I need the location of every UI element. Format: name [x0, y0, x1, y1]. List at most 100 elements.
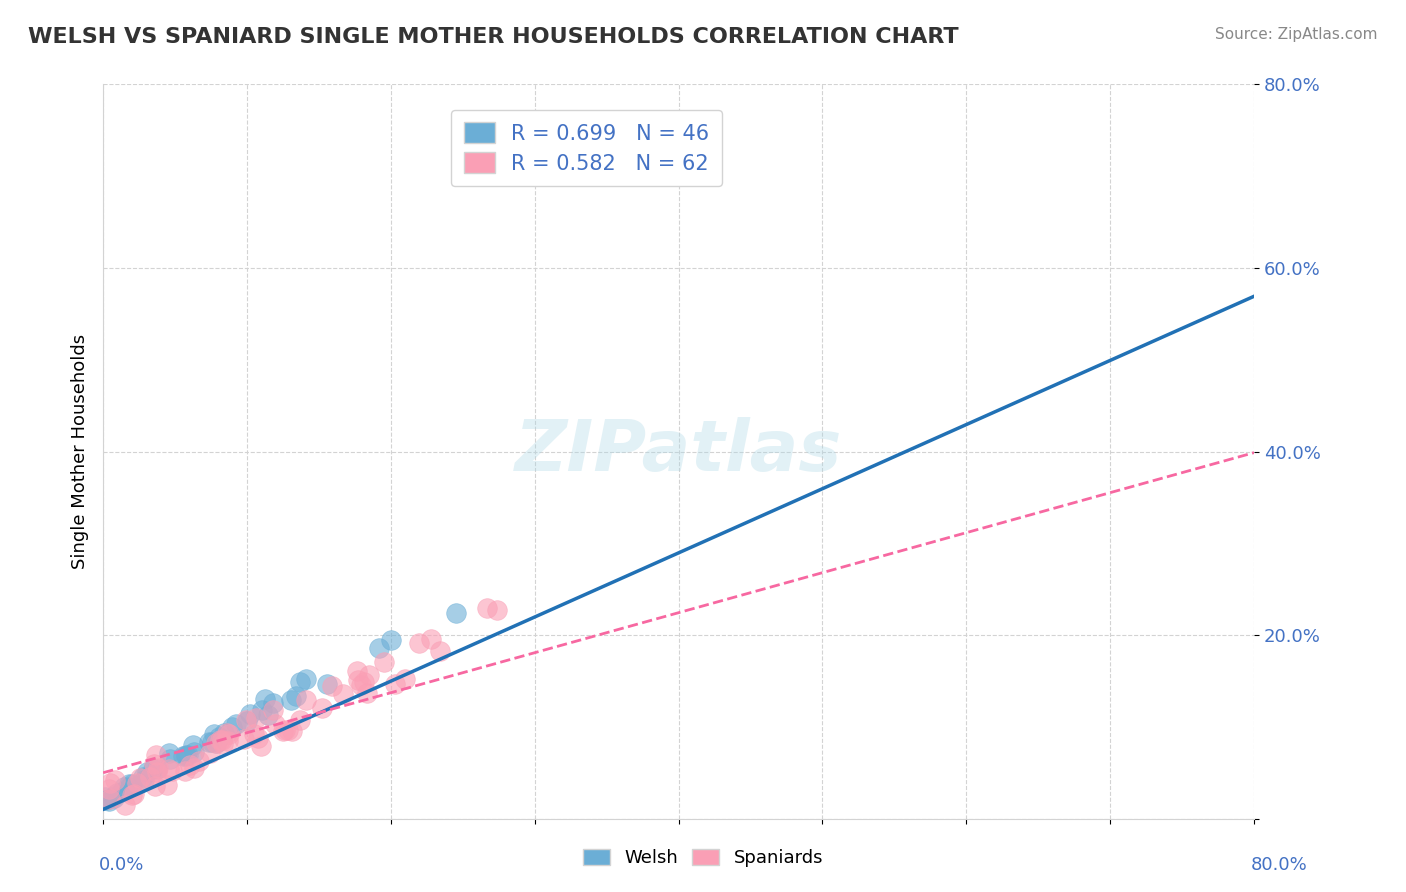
Point	[198, 746, 221, 760]
Point	[205, 736, 228, 750]
Point	[157, 762, 180, 776]
Point	[280, 693, 302, 707]
Point	[288, 713, 311, 727]
Point	[146, 761, 169, 775]
Point	[146, 764, 169, 779]
Point	[217, 734, 239, 748]
Legend: R = 0.699   N = 46, R = 0.582   N = 62: R = 0.699 N = 46, R = 0.582 N = 62	[451, 110, 723, 186]
Point	[118, 780, 141, 794]
Point	[367, 640, 389, 655]
Y-axis label: Single Mother Households: Single Mother Households	[72, 334, 89, 569]
Point	[187, 754, 209, 768]
Point	[245, 711, 267, 725]
Point	[103, 790, 125, 805]
Point	[295, 673, 318, 687]
Point	[264, 716, 287, 731]
Point	[347, 673, 370, 687]
Point	[262, 696, 284, 710]
Point	[174, 748, 197, 763]
Point	[198, 734, 221, 748]
Point	[121, 777, 143, 791]
Point	[221, 720, 243, 734]
Point	[408, 636, 430, 650]
Point	[156, 778, 179, 792]
Point	[247, 731, 270, 745]
Point	[98, 775, 121, 789]
Point	[284, 690, 307, 704]
Point	[174, 764, 197, 778]
Point	[609, 169, 631, 184]
Point	[239, 706, 262, 721]
Point	[332, 687, 354, 701]
Point	[359, 668, 381, 682]
Point	[429, 644, 451, 658]
Point	[159, 752, 181, 766]
Point	[280, 723, 302, 738]
Point	[174, 748, 197, 763]
Point	[143, 779, 166, 793]
Point	[420, 632, 443, 646]
Point	[208, 731, 231, 745]
Point	[218, 727, 240, 741]
Point	[110, 785, 132, 799]
Point	[350, 677, 373, 691]
Point	[145, 747, 167, 762]
Point	[215, 726, 238, 740]
Point	[311, 701, 333, 715]
Point	[202, 727, 225, 741]
Point	[256, 708, 278, 723]
Point	[181, 738, 204, 752]
Point	[183, 761, 205, 775]
Point	[380, 633, 402, 648]
Point	[134, 772, 156, 787]
Point	[212, 726, 235, 740]
Point	[179, 758, 201, 772]
Point	[114, 780, 136, 794]
Point	[235, 713, 257, 727]
Text: 0.0%: 0.0%	[98, 856, 143, 874]
Point	[139, 770, 162, 784]
Point	[142, 756, 165, 771]
Point	[177, 748, 200, 763]
Point	[104, 772, 127, 787]
Point	[212, 737, 235, 751]
Point	[253, 692, 276, 706]
Legend: Welsh, Spaniards: Welsh, Spaniards	[575, 841, 831, 874]
Point	[129, 771, 152, 785]
Point	[236, 714, 259, 728]
Text: ZIPatlas: ZIPatlas	[515, 417, 842, 486]
Point	[93, 789, 115, 804]
Point	[114, 797, 136, 812]
Point	[201, 735, 224, 749]
Point	[94, 793, 117, 807]
Point	[225, 717, 247, 731]
Text: Source: ZipAtlas.com: Source: ZipAtlas.com	[1215, 27, 1378, 42]
Text: 80.0%: 80.0%	[1251, 856, 1308, 874]
Point	[277, 723, 299, 738]
Point	[160, 764, 183, 778]
Point	[132, 770, 155, 784]
Point	[172, 749, 194, 764]
Point	[475, 601, 498, 615]
Point	[142, 762, 165, 776]
Point	[346, 665, 368, 679]
Point	[262, 703, 284, 717]
Point	[271, 724, 294, 739]
Point	[117, 776, 139, 790]
Point	[485, 603, 508, 617]
Point	[353, 674, 375, 689]
Text: WELSH VS SPANIARD SINGLE MOTHER HOUSEHOLDS CORRELATION CHART: WELSH VS SPANIARD SINGLE MOTHER HOUSEHOL…	[28, 27, 959, 46]
Point	[122, 788, 145, 802]
Point	[321, 679, 343, 693]
Point	[205, 736, 228, 750]
Point	[288, 674, 311, 689]
Point	[295, 693, 318, 707]
Point	[98, 792, 121, 806]
Point	[121, 788, 143, 802]
Point	[384, 677, 406, 691]
Point	[98, 781, 121, 796]
Point	[183, 746, 205, 760]
Point	[373, 655, 395, 669]
Point	[315, 677, 337, 691]
Point	[394, 672, 416, 686]
